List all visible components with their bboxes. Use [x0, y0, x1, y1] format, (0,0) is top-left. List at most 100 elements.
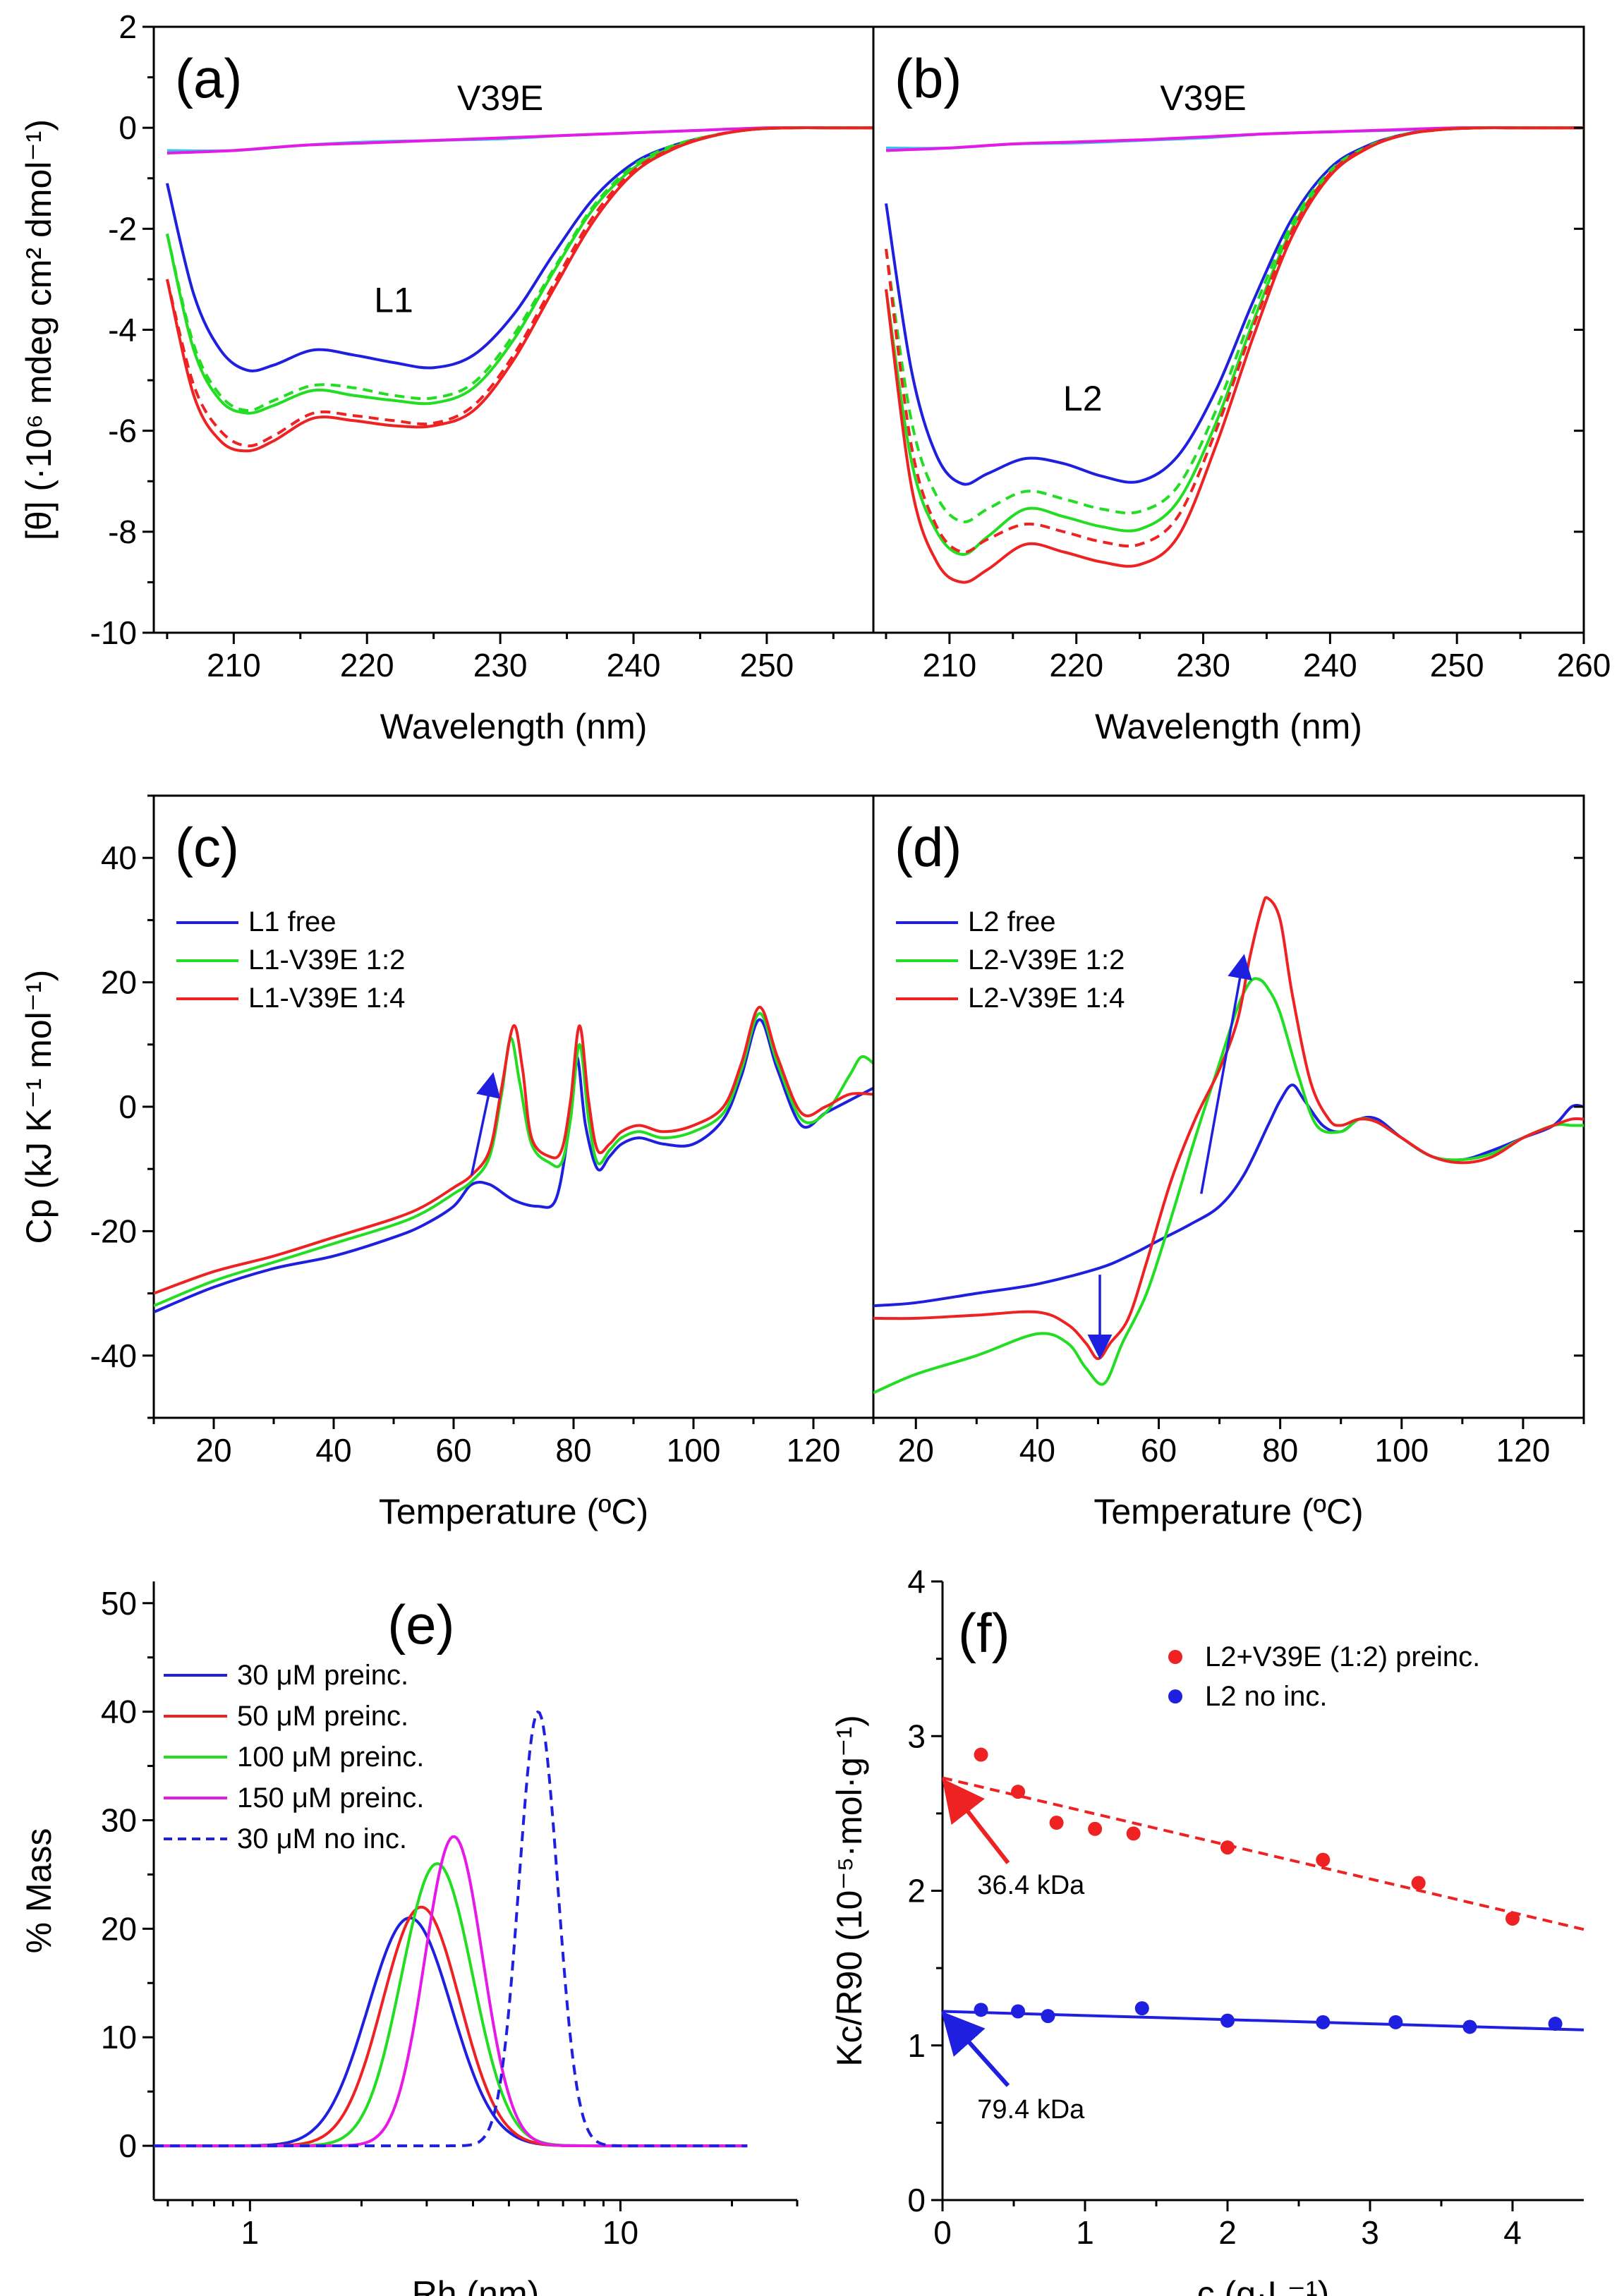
x-axis-label: Rh (nm): [412, 2274, 540, 2296]
panel-label: (e): [387, 1593, 454, 1656]
data-point: [1011, 2004, 1026, 2019]
series-line-l1-blue: [165, 126, 873, 372]
x-tick-label: 80: [1262, 1432, 1298, 1469]
data-point: [1041, 2009, 1055, 2024]
legend-marker: [1168, 1650, 1182, 1664]
x-axis-label: Wavelength (nm): [380, 707, 648, 746]
legend-label: 30 μM no inc.: [237, 1823, 407, 1854]
panel-f-plot-area: [942, 1747, 1584, 2034]
annotation-l1: L1: [374, 280, 413, 320]
legend-label: L2+V39E (1:2) preinc.: [1205, 1641, 1480, 1672]
series-line-l1-green: [165, 126, 873, 415]
y-tick-label: 0: [119, 1088, 137, 1125]
panel-b-axes: 210 220 230 240 250 260 Wavelength (nm): [872, 25, 1611, 746]
panel-c-axes: 20 40 60 80 100 120 -40 -20 0 20 40 Temperature (ºC…: [90, 794, 875, 1531]
x-axis-label: Wavelength (nm): [1095, 707, 1362, 746]
x-tick-label: 240: [607, 647, 661, 684]
series-line-l1-v39e-1-4: [154, 1005, 873, 1295]
series-line-l2-blue: [885, 126, 1584, 486]
y-tick-label: 0: [119, 2127, 137, 2164]
data-point: [1088, 1821, 1103, 1836]
panel-d-frame: [872, 794, 1585, 1419]
x-tick-label: 250: [740, 647, 794, 684]
x-tick-label: 230: [473, 647, 528, 684]
y-tick-label: 1: [907, 2027, 926, 2064]
x-axis-label: Temperature (ºC): [1093, 1492, 1363, 1531]
series-line-l2-green: [885, 126, 1584, 556]
y-axis-label: % Mass: [19, 1828, 59, 1954]
x-tick-label: 4: [1503, 2214, 1522, 2251]
legend: L2+V39E (1:2) preinc. L2 no inc.: [1168, 1641, 1480, 1712]
legend-label: L2 free: [968, 906, 1056, 937]
x-tick-label: 210: [207, 647, 261, 684]
panel-label: (f): [958, 1602, 1010, 1664]
panel-c-plot-area: [154, 1005, 873, 1313]
legend-label: 150 μM preinc.: [237, 1782, 424, 1814]
x-tick-label: 40: [315, 1432, 351, 1469]
series-line-l2-red-dashed: [885, 126, 1584, 554]
x-tick-label: 120: [787, 1432, 841, 1469]
x-tick-label: 60: [1141, 1432, 1177, 1469]
panel-label: (b): [895, 47, 962, 109]
legend: L2 free L2-V39E 1:2 L2-V39E 1:4: [896, 906, 1125, 1014]
series-line-l2-green-dashed: [885, 126, 1584, 523]
y-tick-label: 10: [101, 2019, 137, 2055]
y-tick-label: 20: [101, 1910, 137, 1947]
x-tick-label: 220: [340, 647, 394, 684]
series-line-30-m-no-inc-: [154, 1711, 748, 2148]
y-tick-label: 30: [101, 1802, 137, 1838]
legend-marker: [1168, 1689, 1182, 1703]
series-line-l2-v39e-1-4: [873, 896, 1584, 1361]
x-tick-label: 220: [1049, 647, 1103, 684]
annotation-36kda: 36.4 kDa: [977, 1871, 1085, 1900]
trend-arrow-up: [1200, 954, 1252, 1194]
annotation-l2: L2: [1063, 379, 1103, 418]
x-tick-label: 10: [602, 2214, 638, 2251]
legend-label: 50 μM preinc.: [237, 1701, 408, 1732]
y-tick-label: 40: [101, 839, 137, 876]
series-line-50-m-preinc-: [154, 1905, 748, 2148]
panel-e-plot-area: [154, 1711, 748, 2148]
series-line-l2-free: [873, 1083, 1584, 1308]
arrow-36kda: [942, 1778, 1010, 1864]
panel-label: (d): [895, 816, 962, 878]
x-tick-label: 260: [1557, 647, 1611, 684]
x-tick-label: 250: [1430, 647, 1484, 684]
panel-d-plot-area: [873, 896, 1584, 1395]
panel-b-plot-area: [885, 126, 1584, 584]
y-tick-label: 40: [101, 1694, 137, 1730]
data-point: [1049, 1816, 1064, 1830]
trend-arrow: [470, 1072, 501, 1176]
series-line-l1-green-dashed: [165, 126, 873, 413]
y-tick-label: 3: [907, 1718, 926, 1754]
legend-label: L2-V39E 1:4: [968, 983, 1125, 1014]
panel-a-plot-area: [165, 126, 873, 453]
series-line-l1-red-dashed: [165, 126, 873, 448]
data-point: [1548, 2017, 1563, 2031]
x-axis-label: c (g·L⁻¹): [1197, 2274, 1330, 2296]
x-tick-label: 20: [195, 1432, 231, 1469]
series-line-l1-v39e-1-2: [154, 1012, 873, 1308]
x-tick-label: 60: [435, 1432, 471, 1469]
y-tick-label: 4: [907, 1563, 926, 1600]
legend-label: L1-V39E 1:4: [248, 983, 405, 1014]
legend-label: 100 μM preinc.: [237, 1742, 424, 1773]
legend: L1 free L1-V39E 1:2 L1-V39E 1:4: [176, 906, 405, 1014]
data-point: [1220, 1840, 1235, 1855]
y-tick-label: -20: [90, 1213, 137, 1249]
y-tick-label: 50: [101, 1585, 137, 1622]
data-point: [1126, 1826, 1141, 1841]
data-point: [1220, 2013, 1235, 2028]
series-line-l2-red: [885, 126, 1584, 584]
series-line-30-m-preinc-: [154, 1917, 748, 2148]
fit-line-0: [942, 1776, 1584, 1931]
x-tick-label: 40: [1019, 1432, 1055, 1469]
x-tick-label: 230: [1176, 647, 1230, 684]
x-tick-label: 20: [898, 1432, 934, 1469]
annotation-v39e: V39E: [457, 78, 543, 118]
x-tick-label: 210: [923, 647, 977, 684]
y-axis-label: Cp (kJ K⁻¹ mol⁻¹): [19, 970, 59, 1244]
data-point: [1316, 1852, 1331, 1867]
y-tick-label: -4: [108, 312, 137, 348]
